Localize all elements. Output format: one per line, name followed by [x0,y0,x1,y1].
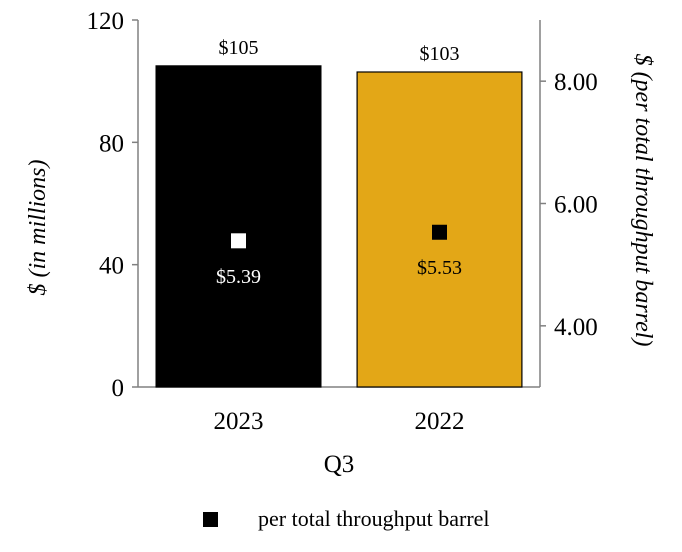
y-tick-label-left: 0 [112,375,125,402]
y-axis-title-right: $ (per total throughput barrel) [630,54,656,347]
y-tick-label-left: 40 [99,253,124,280]
y-tick-label-right: 4.00 [554,314,598,341]
y-tick-label-right: 6.00 [554,192,598,219]
y-tick-label-left: 120 [87,8,125,35]
marker-value-label: $5.39 [216,266,261,288]
legend-label: per total throughput barrel [258,506,490,531]
bar-2023 [155,65,322,388]
y-tick-label-left: 80 [99,130,124,157]
y-tick-label-right: 8.00 [554,69,598,96]
marker-2022 [432,224,447,240]
bar-value-label: $103 [420,43,460,65]
x-tick-label: 2023 [214,408,264,435]
bar-value-label: $105 [219,37,259,59]
marker-2023 [231,233,246,249]
legend-marker [203,512,218,527]
x-axis-title: Q3 [324,451,355,478]
marker-value-label: $5.53 [417,257,462,279]
x-tick-label: 2022 [415,408,465,435]
y-axis-title-left: $ (in millions) [25,159,51,295]
